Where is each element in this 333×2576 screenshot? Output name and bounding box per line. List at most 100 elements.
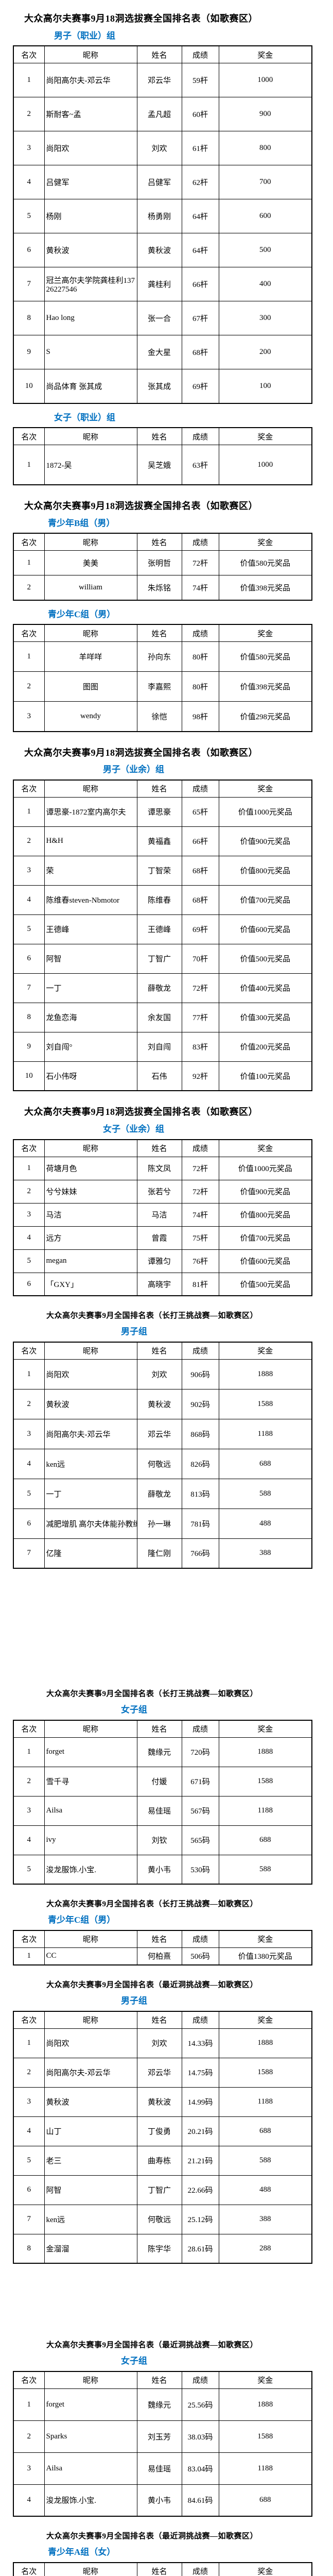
group-title: 女子（业余）组 [103, 1124, 164, 1134]
cell-nickname: Sparks [44, 2420, 137, 2453]
cell-name: 高晓宇 [136, 1272, 182, 1296]
cell-nickname: H&H [44, 826, 137, 856]
table-row: 3 wendy 徐恺 98杆 价值298元奖品 [13, 701, 312, 732]
cell-rank: 5 [13, 2145, 45, 2176]
table-row: 1 美美 张明哲 72杆 价值580元奖品 [13, 550, 312, 576]
table-row: 7 亿隆 隆仁刚 766码 388 [13, 1538, 312, 1569]
cell-name: 金大星 [136, 335, 182, 370]
cell-prize: 1888 [218, 1737, 312, 1767]
column-header: 奖金 [218, 779, 312, 798]
cell-rank: 2 [13, 1766, 45, 1797]
cell-prize: 价值580元奖品 [218, 550, 312, 576]
cell-nickname: Hao long [44, 301, 137, 336]
cell-rank: 5 [13, 914, 45, 944]
column-header: 昵称 [44, 1139, 137, 1157]
cell-rank: 9 [13, 1031, 45, 1062]
cell-name: 何柏熹 [136, 1947, 182, 1965]
table-row: 6 减肥增肌 高尔夫体能孙教练 孙一琳 781码 488 [13, 1508, 312, 1539]
cell-name: 孟凡超 [136, 97, 182, 132]
page: 大众高尔夫赛事9月18洞选拔赛全国排名表（如歌赛区） 女子（业余）组 名次 昵称 姓名成… [0, 1105, 333, 1297]
cell-rank: 5 [13, 1478, 45, 1509]
header-row: 名次 昵称 姓名 成绩 奖金 [13, 1139, 312, 1157]
cell-score: 14.99码 [181, 2087, 219, 2117]
cell-score: 20.21码 [181, 2116, 219, 2146]
table-row: 7 一丁 薛敬龙 72杆 价值400元奖品 [13, 973, 312, 1003]
cell-prize: 价值398元奖品 [218, 575, 312, 601]
cell-nickname: william [44, 575, 137, 601]
cell-name: 付媛 [136, 1766, 182, 1797]
column-header: 奖金 [218, 624, 312, 642]
table-row: 5 浚龙服饰.小宝. 黄小韦 530码 588 [13, 1854, 312, 1885]
cell-score: 72杆 [181, 1179, 219, 1204]
table-row: 6 「GXY」 高晓宇 81杆 价值500元奖品 [13, 1272, 312, 1296]
cell-name: 黄小韦 [136, 2484, 182, 2517]
column-header: 昵称 [44, 1342, 137, 1360]
cell-nickname: 黄秋波 [44, 2087, 137, 2117]
table-row: 3 黄秋波 黄秋波 14.99码 1188 [13, 2087, 312, 2117]
cell-name: 龚桂利 [136, 267, 182, 302]
cell-name: 薛敬龙 [136, 1478, 182, 1509]
ranking-table: 名次 昵称 姓名 成绩 奖金 1 羊咩咩 孙向东 80杆 价值580元奖品 2 图图 李嘉熙 80杆 价值3… [13, 624, 312, 732]
table-row: 4 ken远 何敬远 826码 688 [13, 1448, 312, 1479]
column-header: 奖金 [218, 1139, 312, 1157]
cell-score: 25.12码 [181, 2204, 219, 2234]
cell-nickname: 金溜溜 [44, 2233, 137, 2264]
cell-name: 马洁 [136, 1202, 182, 1227]
column-header: 成绩 [181, 427, 219, 446]
cell-score: 69杆 [181, 914, 219, 944]
cell-nickname: 荷塘月色 [44, 1156, 137, 1180]
cell-rank: 1 [13, 796, 45, 827]
cell-prize: 价值700元奖品 [218, 1226, 312, 1250]
cell-rank: 1 [13, 2028, 45, 2058]
cell-name: 丁俊勇 [136, 2116, 182, 2146]
cell-score: 781码 [181, 1508, 219, 1539]
cell-nickname: 尚阳高尔夫-邓云华 [44, 2057, 137, 2088]
column-header: 成绩 [181, 1139, 219, 1157]
page-title: 大众高尔夫赛事9月全国排名表（长打王挑战赛—如歌赛区） [46, 1900, 258, 1909]
cell-rank: 5 [13, 1854, 45, 1885]
cell-nickname: 兮兮妹妹 [44, 1179, 137, 1204]
cell-prize: 价值500元奖品 [218, 943, 312, 974]
table-row: 7 冠兰高尔夫学院龚桂利13726227546 龚桂利 66杆 400 [13, 267, 312, 302]
header-row: 名次 昵称 姓名 成绩 奖金 [13, 2562, 312, 2576]
column-header: 昵称 [44, 427, 137, 446]
cell-nickname: 图图 [44, 671, 137, 702]
cell-prize: 价值398元奖品 [218, 671, 312, 702]
cell-score: 84.61码 [181, 2484, 219, 2517]
cell-name: 孙向东 [136, 641, 182, 672]
cell-name: 隆仁刚 [136, 1538, 182, 1569]
cell-score: 75杆 [181, 1226, 219, 1250]
cell-prize: 100 [218, 369, 312, 404]
cell-name: 黄秋波 [136, 1388, 182, 1419]
cell-rank: 6 [13, 2175, 45, 2205]
cell-prize: 1188 [218, 2087, 312, 2117]
column-header: 成绩 [181, 1720, 219, 1738]
cell-nickname: 山丁 [44, 2116, 137, 2146]
cell-nickname: 减肥增肌 高尔夫体能孙教练 [44, 1508, 137, 1539]
table-row: 1 尚阳欢 刘欢 14.33码 1888 [13, 2028, 312, 2058]
ranking-table: 名次 昵称 姓名 成绩 奖金 1 荷塘月色 陈文凤 72杆 价值1000元奖品 2 兮兮妹妹 张若兮 72… [13, 1139, 312, 1297]
cell-score: 80杆 [181, 671, 219, 702]
cell-score: 62杆 [181, 165, 219, 200]
cell-score: 565码 [181, 1825, 219, 1855]
table-row: 2 兮兮妹妹 张若兮 72杆 价值900元奖品 [13, 1179, 312, 1204]
column-header: 成绩 [181, 1930, 219, 1948]
group-title: 女子组 [121, 1705, 147, 1715]
ranking-table: 名次 昵称 姓名 成绩 奖金 1 谭思豪-1872室内高尔夫 谭思豪 65杆 价值1000元奖品 2… [13, 779, 312, 1092]
cell-prize: 288 [218, 2233, 312, 2264]
table-row: 6 黄秋波 黄秋波 64杆 500 [13, 233, 312, 268]
cell-rank: 3 [13, 1202, 45, 1227]
cell-prize: 价值600元奖品 [218, 1249, 312, 1273]
cell-score: 59杆 [181, 63, 219, 98]
cell-score: 813码 [181, 1478, 219, 1509]
table-row: 2 Sparks 刘玉芳 38.03码 1588 [13, 2420, 312, 2453]
cell-nickname: 尚阳欢 [44, 131, 137, 166]
cell-rank: 7 [13, 973, 45, 1003]
cell-nickname: 尚阳欢 [44, 2028, 137, 2058]
cell-score: 76杆 [181, 1249, 219, 1273]
cell-name: 刘钦 [136, 1825, 182, 1855]
page: 大众高尔夫赛事9月全国排名表（长打王挑战赛—如歌赛区） 青少年C组（男） 名次 昵称姓… [0, 1898, 333, 1966]
cell-prize: 1000 [218, 445, 312, 485]
cell-rank: 6 [13, 1508, 45, 1539]
